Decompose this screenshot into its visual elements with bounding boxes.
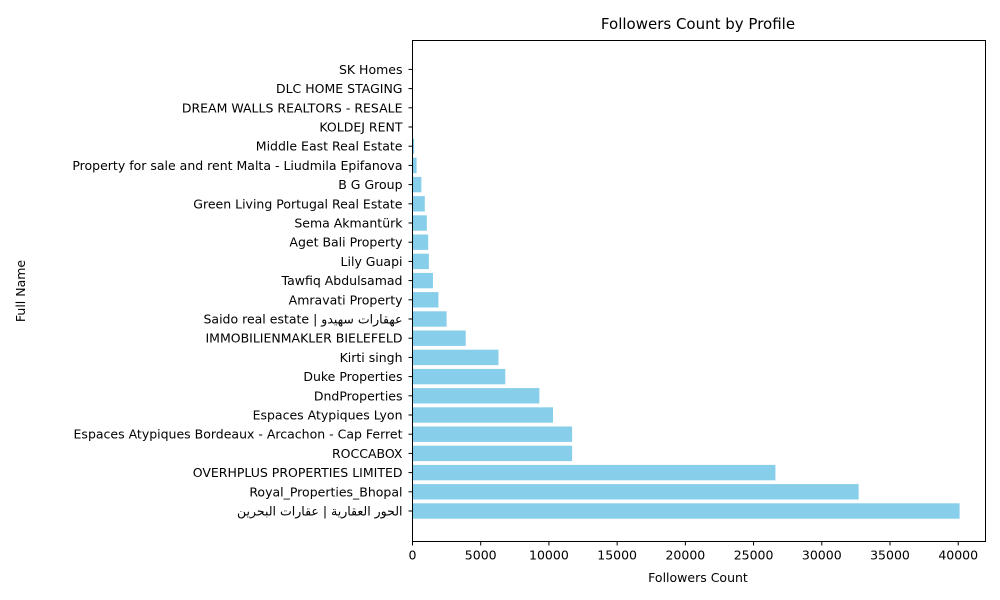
y-tick-label: Duke Properties (303, 369, 402, 384)
x-tick-label: 20000 (665, 548, 705, 563)
bar (412, 176, 422, 193)
bar (412, 426, 573, 442)
bar (412, 330, 466, 346)
x-tick-label: 40000 (938, 548, 978, 563)
chart-title: Followers Count by Profile (601, 15, 795, 33)
x-tick-label: 0 (409, 548, 417, 563)
y-tick-label: Saido real estate | عهقارات سهيدو (203, 312, 402, 328)
y-tick-label: Sema Akmantürk (294, 216, 403, 231)
x-tick-label: 15000 (597, 548, 637, 563)
bar (412, 138, 415, 154)
plot-frame (412, 40, 986, 542)
y-tick-label: ROCCABOX (332, 446, 403, 461)
bar (412, 311, 447, 327)
y-tick-label: SK Homes (339, 62, 403, 77)
x-tick-label: 10000 (529, 548, 569, 563)
x-axis-ticks: 0 5000 10000 15000 20000 25000 30000 35000 40000 (409, 541, 978, 563)
y-tick-label: OVERHPLUS PROPERTIES LIMITED (193, 465, 403, 480)
x-tick-label: 35000 (870, 548, 910, 563)
bar (412, 368, 506, 385)
bar (412, 407, 554, 423)
y-axis-title: Full Name (13, 260, 28, 323)
y-tick-label: Tawfiq Abdulsamad (281, 273, 403, 288)
bar (412, 196, 425, 212)
bar (412, 484, 859, 500)
y-tick-label: KOLDEJ RENT (319, 120, 402, 135)
y-tick-label: DndProperties (314, 388, 403, 403)
bars-group (412, 61, 960, 519)
y-tick-label: Amravati Property (289, 292, 403, 307)
y-axis-ticks: الحور العقارية | عقارات البحرين Royal_Pro… (72, 62, 413, 520)
y-tick-label: Green Living Portugal Real Estate (193, 196, 403, 211)
bar (412, 215, 427, 231)
bar (412, 388, 540, 404)
y-tick-label: Espaces Atypiques Lyon (253, 408, 403, 423)
y-tick-label: B G Group (338, 177, 402, 192)
bar (412, 349, 499, 366)
y-tick-label: DREAM WALLS REALTORS - RESALE (182, 100, 403, 115)
y-tick-label: Royal_Properties_Bhopal (249, 484, 402, 499)
bar (412, 445, 573, 462)
x-tick-label: 25000 (734, 548, 774, 563)
bar (412, 464, 776, 481)
bar (412, 234, 429, 250)
x-axis-title: Followers Count (648, 570, 748, 585)
y-tick-label: Kirti singh (340, 350, 403, 365)
y-tick-label: الحور العقارية | عقارات البحرين (237, 504, 403, 520)
y-tick-label: Lily Guapi (341, 254, 403, 269)
bar (412, 503, 960, 519)
y-tick-label: IMMOBILIENMAKLER BIELEFELD (205, 331, 402, 346)
y-tick-label: Aget Bali Property (289, 235, 403, 250)
y-tick-label: DLC HOME STAGING (276, 81, 403, 96)
x-tick-label: 5000 (465, 548, 497, 563)
y-tick-label: Property for sale and rent Malta - Liudm… (72, 158, 402, 173)
y-tick-label: Middle East Real Estate (256, 139, 403, 154)
bar (412, 292, 439, 308)
bar (412, 272, 433, 289)
bar (412, 253, 429, 270)
bar (412, 157, 417, 174)
y-tick-label: Espaces Atypiques Bordeaux - Arcachon - … (74, 427, 403, 442)
x-tick-label: 30000 (802, 548, 842, 563)
